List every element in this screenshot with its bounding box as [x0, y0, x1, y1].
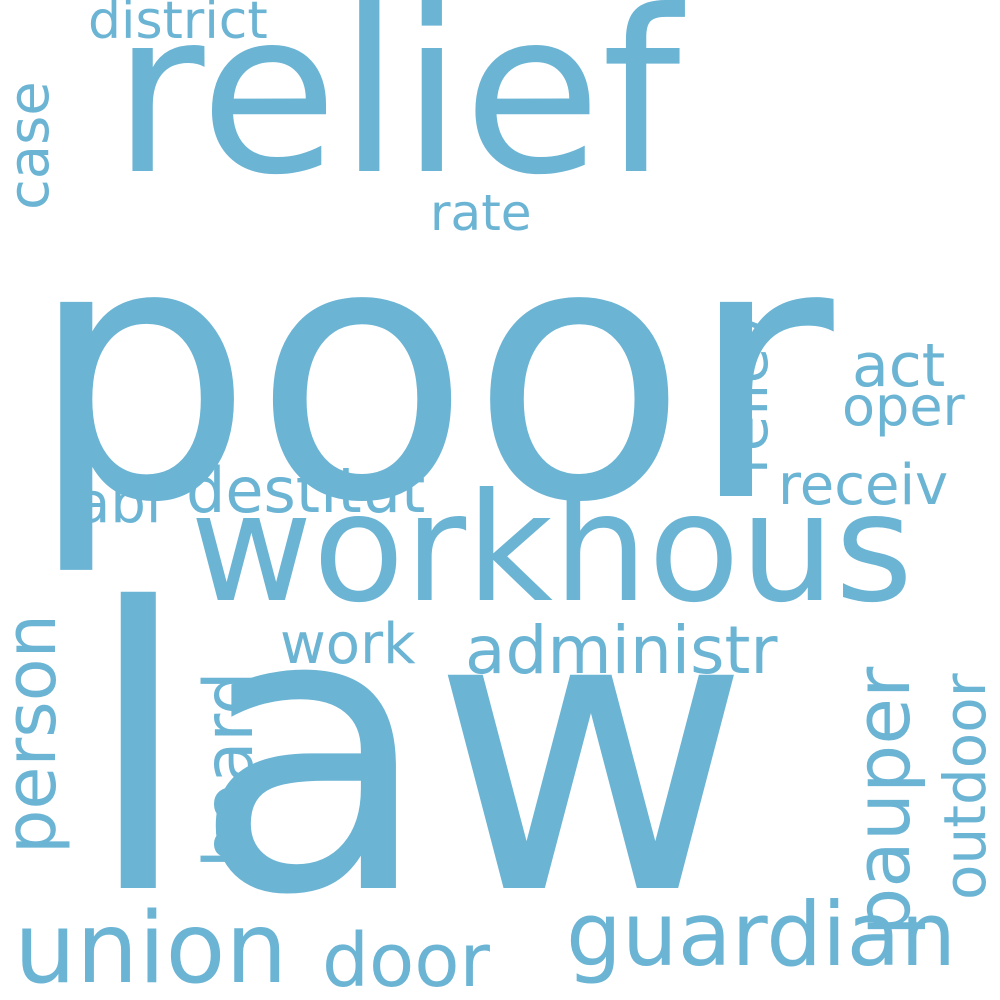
- word-outdoor: outdoor: [931, 673, 999, 900]
- word-guardian: guardian: [566, 883, 957, 986]
- word-pauper: pauper: [838, 666, 927, 936]
- word-reliev: reliev: [713, 313, 781, 475]
- word-oper: oper: [842, 375, 965, 438]
- word-relief: relief: [112, 0, 681, 225]
- word-union: union: [14, 892, 288, 1000]
- word-door: door: [322, 918, 490, 1000]
- word-poor: poor: [28, 166, 834, 580]
- word-case: case: [0, 81, 62, 210]
- word-work: work: [280, 612, 416, 677]
- word-district: district: [88, 0, 268, 51]
- word-workhous: workhous: [190, 462, 914, 636]
- word-rate: rate: [430, 184, 532, 242]
- word-board: board: [190, 671, 269, 868]
- word-law: law: [84, 526, 751, 980]
- word-abl: abl: [76, 471, 162, 536]
- word-person: person: [0, 614, 72, 854]
- word-act: act: [852, 331, 946, 401]
- word-administr: administr: [465, 612, 778, 689]
- word-receiv: receiv: [778, 453, 949, 518]
- word-destitut: destitut: [186, 454, 426, 527]
